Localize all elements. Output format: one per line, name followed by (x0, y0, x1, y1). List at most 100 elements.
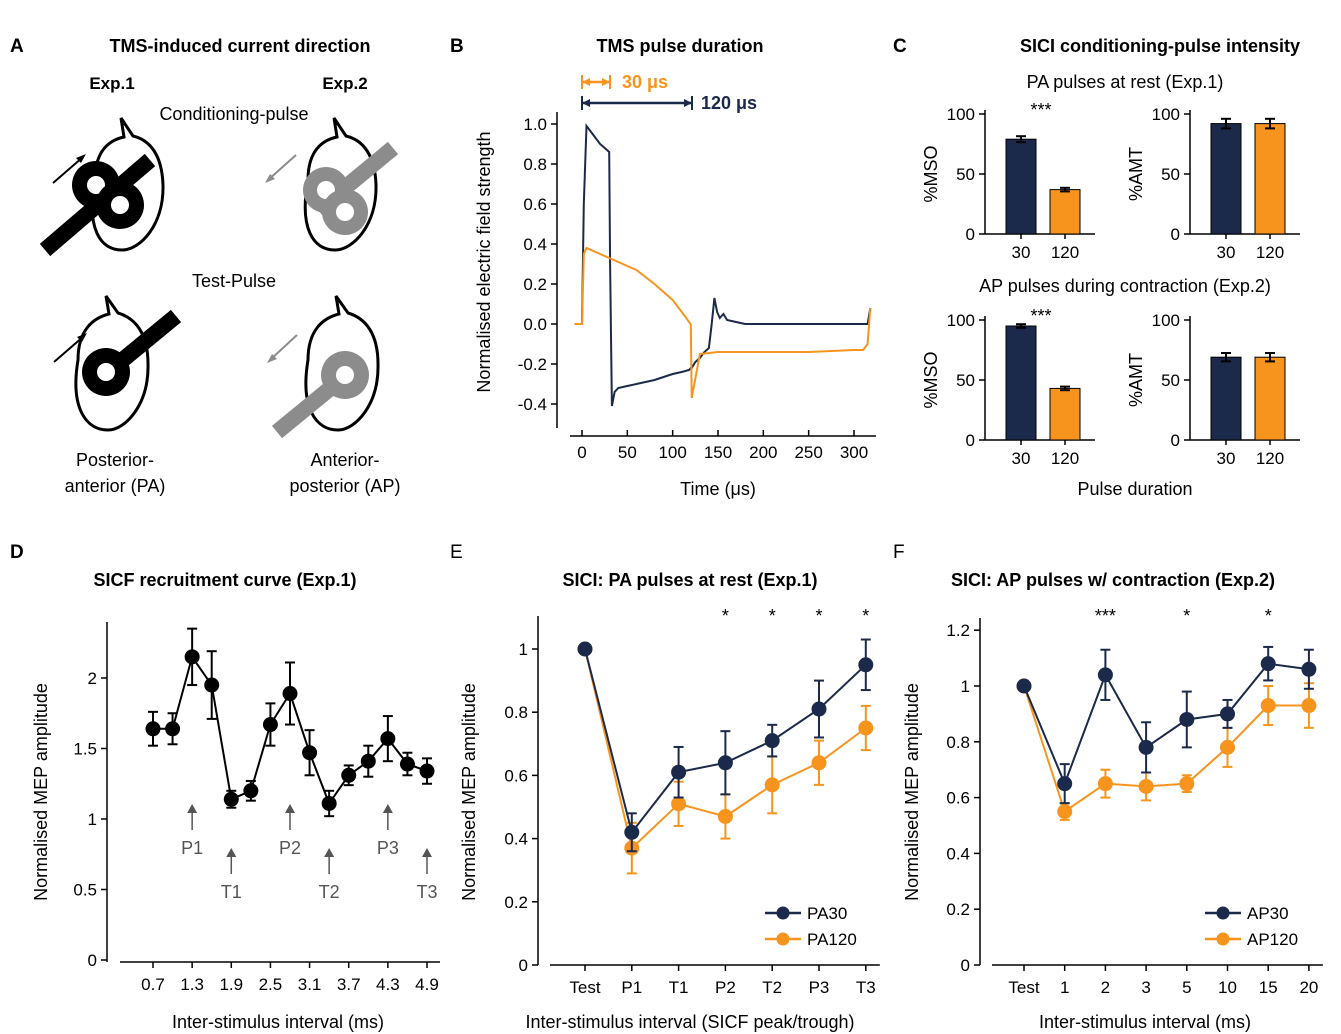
exp1-label: Exp.1 (89, 74, 134, 93)
f-point-AP120 (1220, 739, 1235, 755)
e-point-PA30 (764, 733, 780, 749)
f-x-axis-label: Inter-stimulus interval (ms) (1039, 1012, 1251, 1032)
f-line-AP120 (1023, 685, 1309, 814)
c4-x-tick-label: 30 (1217, 449, 1236, 468)
d-point (360, 753, 376, 769)
c4-bar-30 (1210, 356, 1242, 441)
conditioning-pulse-label: Conditioning-pulse (159, 104, 308, 124)
f-point-AP30 (1179, 711, 1195, 727)
d-x-tick-label: 1.3 (180, 975, 204, 994)
b-series-line-0 (574, 123, 872, 407)
chart-f: 0 0.2 0.4 0.6 0.8 1 1.2 Test 1 2 *** 3 5 * 10 15 * 20 Norm… (902, 606, 1323, 1032)
panel-f-title: SICI: AP pulses w/ contraction (Exp.2) (951, 570, 1275, 590)
d-point (204, 677, 220, 693)
c2-bar-30 (1210, 123, 1242, 235)
e-x-tick-label: T1 (669, 978, 689, 997)
f-legend-marker-AP30 (1216, 906, 1230, 920)
e-x-tick-label: Test (569, 978, 600, 997)
e-point-PA120 (858, 720, 874, 736)
b-y-tick-label: 0.8 (523, 155, 547, 174)
head-pa-conditioning-icon (39, 117, 165, 257)
f-legend-label-AP120: AP120 (1247, 930, 1298, 949)
d-arrowhead-T3 (422, 848, 432, 857)
d-y-axis-label: Normalised MEP amplitude (31, 683, 51, 901)
b-x-tick-label: 150 (704, 443, 732, 462)
d-point (341, 767, 357, 783)
c2-y-tick-label: 0 (1171, 225, 1180, 244)
c2-x-tick-label: 120 (1256, 243, 1284, 262)
f-point-AP30 (1301, 661, 1317, 677)
f-y-tick-label: 0.6 (946, 789, 970, 808)
d-annotation-P3: P3 (377, 838, 399, 858)
f-x-tick-label: Test (1008, 978, 1039, 997)
f-point-AP30 (1138, 739, 1154, 755)
b-y-axis-label: Normalised electric field strength (474, 131, 494, 392)
panel-c-row2-title: AP pulses during contraction (Exp.2) (979, 276, 1271, 296)
panel-e-title: SICI: PA pulses at rest (Exp.1) (562, 570, 817, 590)
b-y-tick-label: 1.0 (523, 115, 547, 134)
f-y-tick-label: 1.2 (946, 621, 970, 640)
panel-f-letter: F (893, 542, 905, 563)
d-point (223, 791, 239, 807)
d-arrowhead-P3 (382, 804, 393, 813)
duration-120-label: 120 μs (701, 93, 757, 113)
panel-c-row1-title: PA pulses at rest (Exp.1) (1027, 72, 1224, 92)
d-point (243, 783, 259, 799)
b-x-tick-label: 0 (577, 443, 586, 462)
d-annotation-P2: P2 (279, 838, 301, 858)
d-arrowhead-P2 (285, 804, 295, 813)
d-point (262, 717, 278, 733)
f-point-AP120 (1138, 778, 1154, 794)
c3-significance: *** (1030, 306, 1051, 326)
panel-a-letter: A (10, 36, 24, 57)
c1-y-tick-label: 0 (966, 225, 975, 244)
d-x-tick-label: 3.7 (337, 975, 361, 994)
panel-b-title: TMS pulse duration (596, 36, 763, 56)
f-significance: * (1183, 606, 1190, 626)
e-x-tick-label: P2 (715, 978, 736, 997)
d-point (321, 795, 337, 811)
c4-y-tick-label: 50 (1161, 371, 1180, 390)
panel-c-letter: C (893, 36, 907, 57)
c3-y-tick-label: 100 (947, 311, 975, 330)
d-y-tick-label: 0.5 (73, 881, 97, 900)
d-x-tick-label: 1.9 (219, 975, 243, 994)
c4-y-tick-label: 0 (1171, 431, 1180, 450)
f-x-tick-label: 5 (1182, 978, 1191, 997)
f-point-AP120 (1097, 776, 1113, 792)
panel-b: B TMS pulse duration 30 μs 120 μs (450, 36, 764, 113)
f-x-tick-label: 2 (1101, 978, 1110, 997)
d-point (380, 731, 396, 747)
d-point (165, 721, 181, 737)
f-y-tick-label: 0.8 (946, 733, 970, 752)
panel-d-title: SICF recruitment curve (Exp.1) (93, 570, 356, 590)
d-annotation-T2: T2 (319, 882, 340, 902)
e-point-PA30 (717, 755, 733, 771)
c1-bar-30 (1005, 138, 1037, 235)
e-significance: * (769, 606, 776, 626)
e-point-PA30 (858, 657, 874, 673)
panel-a: A TMS-induced current direction Exp.1 Ex… (10, 36, 401, 496)
d-annotation-T3: T3 (416, 882, 437, 902)
e-x-tick-label: T3 (856, 978, 876, 997)
e-point-PA120 (717, 808, 733, 824)
e-point-PA30 (671, 764, 687, 780)
f-x-tick-label: 3 (1141, 978, 1150, 997)
ap-label-line2: posterior (AP) (289, 476, 400, 496)
b-x-tick-label: 100 (658, 443, 686, 462)
e-point-PA30 (811, 701, 827, 717)
panel-c-xlabel: Pulse duration (1077, 479, 1192, 499)
f-legend-label-AP30: AP30 (1247, 904, 1289, 923)
f-significance: * (1265, 606, 1272, 626)
b-x-tick-label: 300 (840, 443, 868, 462)
b-y-tick-label: 0.4 (523, 235, 547, 254)
c3-bar-30 (1005, 325, 1037, 441)
f-point-AP120 (1301, 698, 1317, 714)
f-y-tick-label: 0.4 (946, 844, 970, 863)
b-series-line-1 (574, 246, 872, 399)
f-point-AP120 (1260, 698, 1276, 714)
f-point-AP120 (1057, 804, 1073, 820)
chart-e: 0 0.2 0.4 0.6 0.8 1 Test P1 T1 P2 * T2 * P3 * T3 * Normal… (459, 606, 880, 1032)
c1-significance: *** (1030, 100, 1051, 120)
